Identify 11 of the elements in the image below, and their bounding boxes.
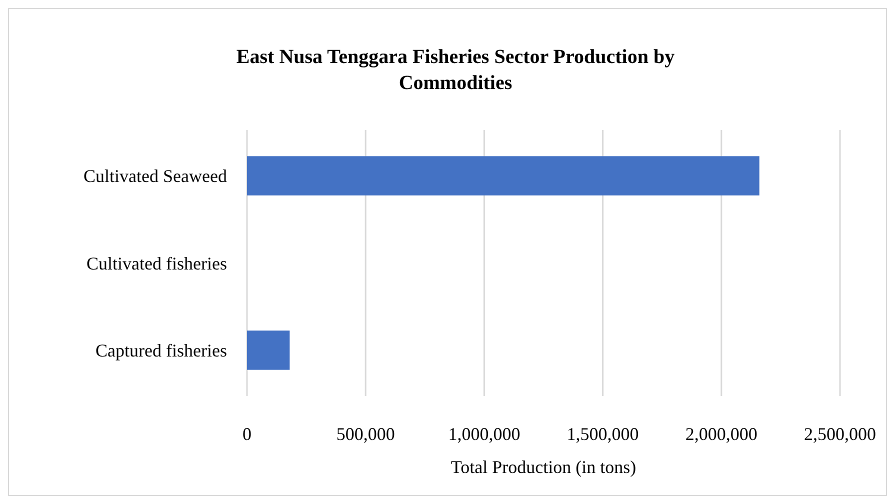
y-tick-label: Cultivated fisheries xyxy=(86,253,227,274)
x-tick-label: 0 xyxy=(242,424,252,444)
y-tick-label: Captured fisheries xyxy=(96,340,227,361)
x-tick-label: 1,500,000 xyxy=(566,424,639,444)
y-tick-label: Cultivated Seaweed xyxy=(84,166,227,186)
x-tick-label: 2,500,000 xyxy=(804,424,876,444)
x-tick-label: 2,000,000 xyxy=(685,424,758,444)
x-tick-label: 500,000 xyxy=(336,424,395,444)
x-tick-label: 1,000,000 xyxy=(448,424,520,444)
chart-title: East Nusa Tenggara Fisheries Sector Production by Commodities xyxy=(236,46,675,94)
x-axis-title: Total Production (in tons) xyxy=(450,457,636,477)
